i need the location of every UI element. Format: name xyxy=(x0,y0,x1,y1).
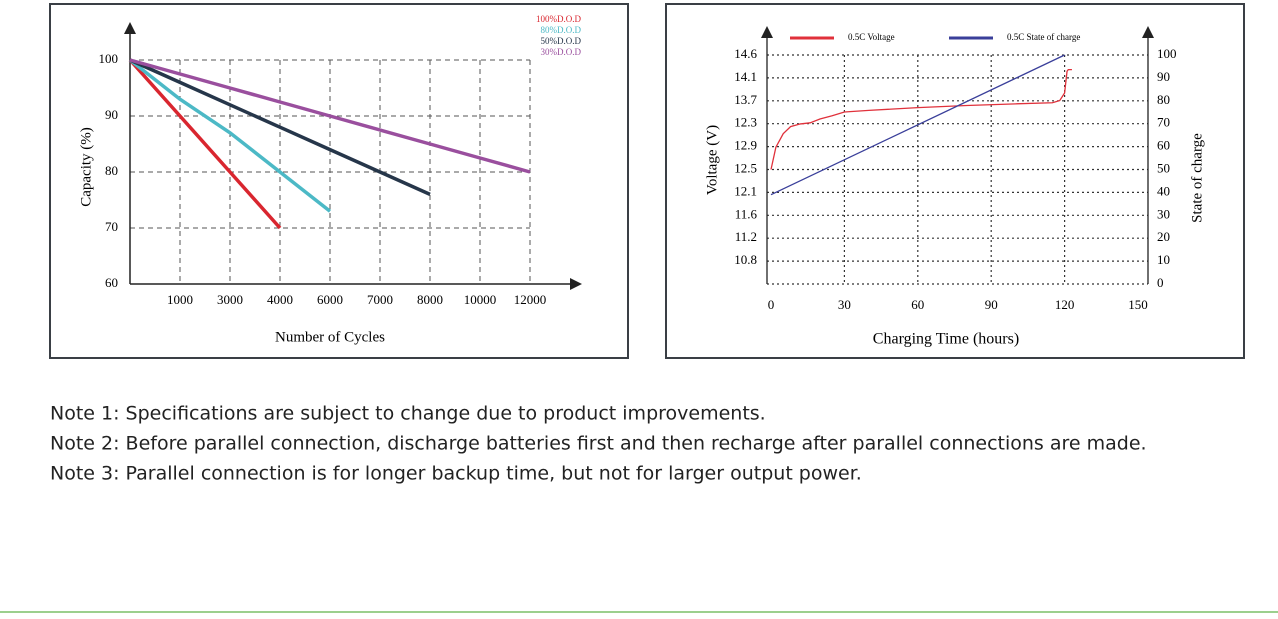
chart-frame xyxy=(665,3,1245,359)
note: Note 1: Specifications are subject to ch… xyxy=(50,403,766,425)
x-tick-label: 1000 xyxy=(167,292,193,307)
y-tick-label: 12.3 xyxy=(734,115,757,130)
chart-frame xyxy=(49,3,629,359)
y-tick-label: 90 xyxy=(105,107,118,122)
x-tick-label: 0 xyxy=(768,297,775,312)
y2-axis-label: State of charge xyxy=(1189,133,1205,223)
y2-tick-label: 60 xyxy=(1157,138,1170,153)
data-line xyxy=(129,58,531,174)
legend-entry: 0.5C State of charge xyxy=(1007,32,1080,42)
x-tick-label: 90 xyxy=(985,297,998,312)
y-tick-label: 12.1 xyxy=(734,183,757,198)
y-axis-label: Capacity (%) xyxy=(78,127,94,207)
y-tick-label: 14.1 xyxy=(734,69,757,84)
y-tick-label: 12.9 xyxy=(734,138,757,153)
y2-tick-label: 70 xyxy=(1157,115,1170,130)
x-tick-label: 8000 xyxy=(417,292,443,307)
y-tick-label: 14.6 xyxy=(734,46,757,61)
axis-arrow xyxy=(124,22,136,34)
y2-tick-label: 50 xyxy=(1157,160,1170,175)
x-tick-label: 150 xyxy=(1128,297,1148,312)
data-line xyxy=(770,54,1065,196)
y2-tick-label: 30 xyxy=(1157,206,1170,221)
data-line xyxy=(129,58,431,196)
x-tick-label: 60 xyxy=(911,297,924,312)
note: Note 3: Parallel connection is for longe… xyxy=(50,463,862,485)
y-tick-label: 12.5 xyxy=(734,160,757,175)
y2-tick-label: 10 xyxy=(1157,252,1170,267)
y2-tick-label: 40 xyxy=(1157,183,1170,198)
y2-tick-label: 80 xyxy=(1157,92,1170,107)
x-tick-label: 3000 xyxy=(217,292,243,307)
x-tick-label: 10000 xyxy=(464,292,497,307)
y-tick-label: 80 xyxy=(105,163,118,178)
y-tick-label: 11.6 xyxy=(735,206,758,221)
x-tick-label: 4000 xyxy=(267,292,293,307)
y-tick-label: 60 xyxy=(105,275,118,290)
y-tick-label: 100 xyxy=(99,51,119,66)
y-axis-label: Voltage (V) xyxy=(704,125,720,195)
y-tick-label: 11.2 xyxy=(735,229,757,244)
legend-entry: 30%D.O.D xyxy=(541,47,582,57)
y-tick-label: 70 xyxy=(105,219,118,234)
x-axis-label: Charging Time (hours) xyxy=(873,331,1019,348)
data-line xyxy=(128,58,332,213)
axis-arrow xyxy=(570,278,582,290)
y-tick-label: 13.7 xyxy=(734,92,757,107)
data-line xyxy=(128,58,282,230)
legend-entry: 0.5C Voltage xyxy=(848,32,895,42)
y2-tick-label: 90 xyxy=(1157,69,1170,84)
axis-arrow xyxy=(761,26,773,38)
x-tick-label: 30 xyxy=(838,297,851,312)
legend-entry: 80%D.O.D xyxy=(541,25,582,35)
axis-arrow xyxy=(1142,26,1154,38)
x-axis-label: Number of Cycles xyxy=(275,329,385,345)
x-tick-label: 12000 xyxy=(514,292,547,307)
x-tick-label: 6000 xyxy=(317,292,343,307)
y-tick-label: 10.8 xyxy=(734,252,757,267)
y2-tick-label: 20 xyxy=(1157,229,1170,244)
note: Note 2: Before parallel connection, disc… xyxy=(50,433,1147,455)
legend-entry: 100%D.O.D xyxy=(536,14,581,24)
y2-tick-label: 100 xyxy=(1157,46,1177,61)
y2-tick-label: 0 xyxy=(1157,275,1164,290)
data-line xyxy=(770,69,1072,170)
x-tick-label: 120 xyxy=(1055,297,1075,312)
legend-entry: 50%D.O.D xyxy=(541,36,582,46)
x-tick-label: 7000 xyxy=(367,292,393,307)
